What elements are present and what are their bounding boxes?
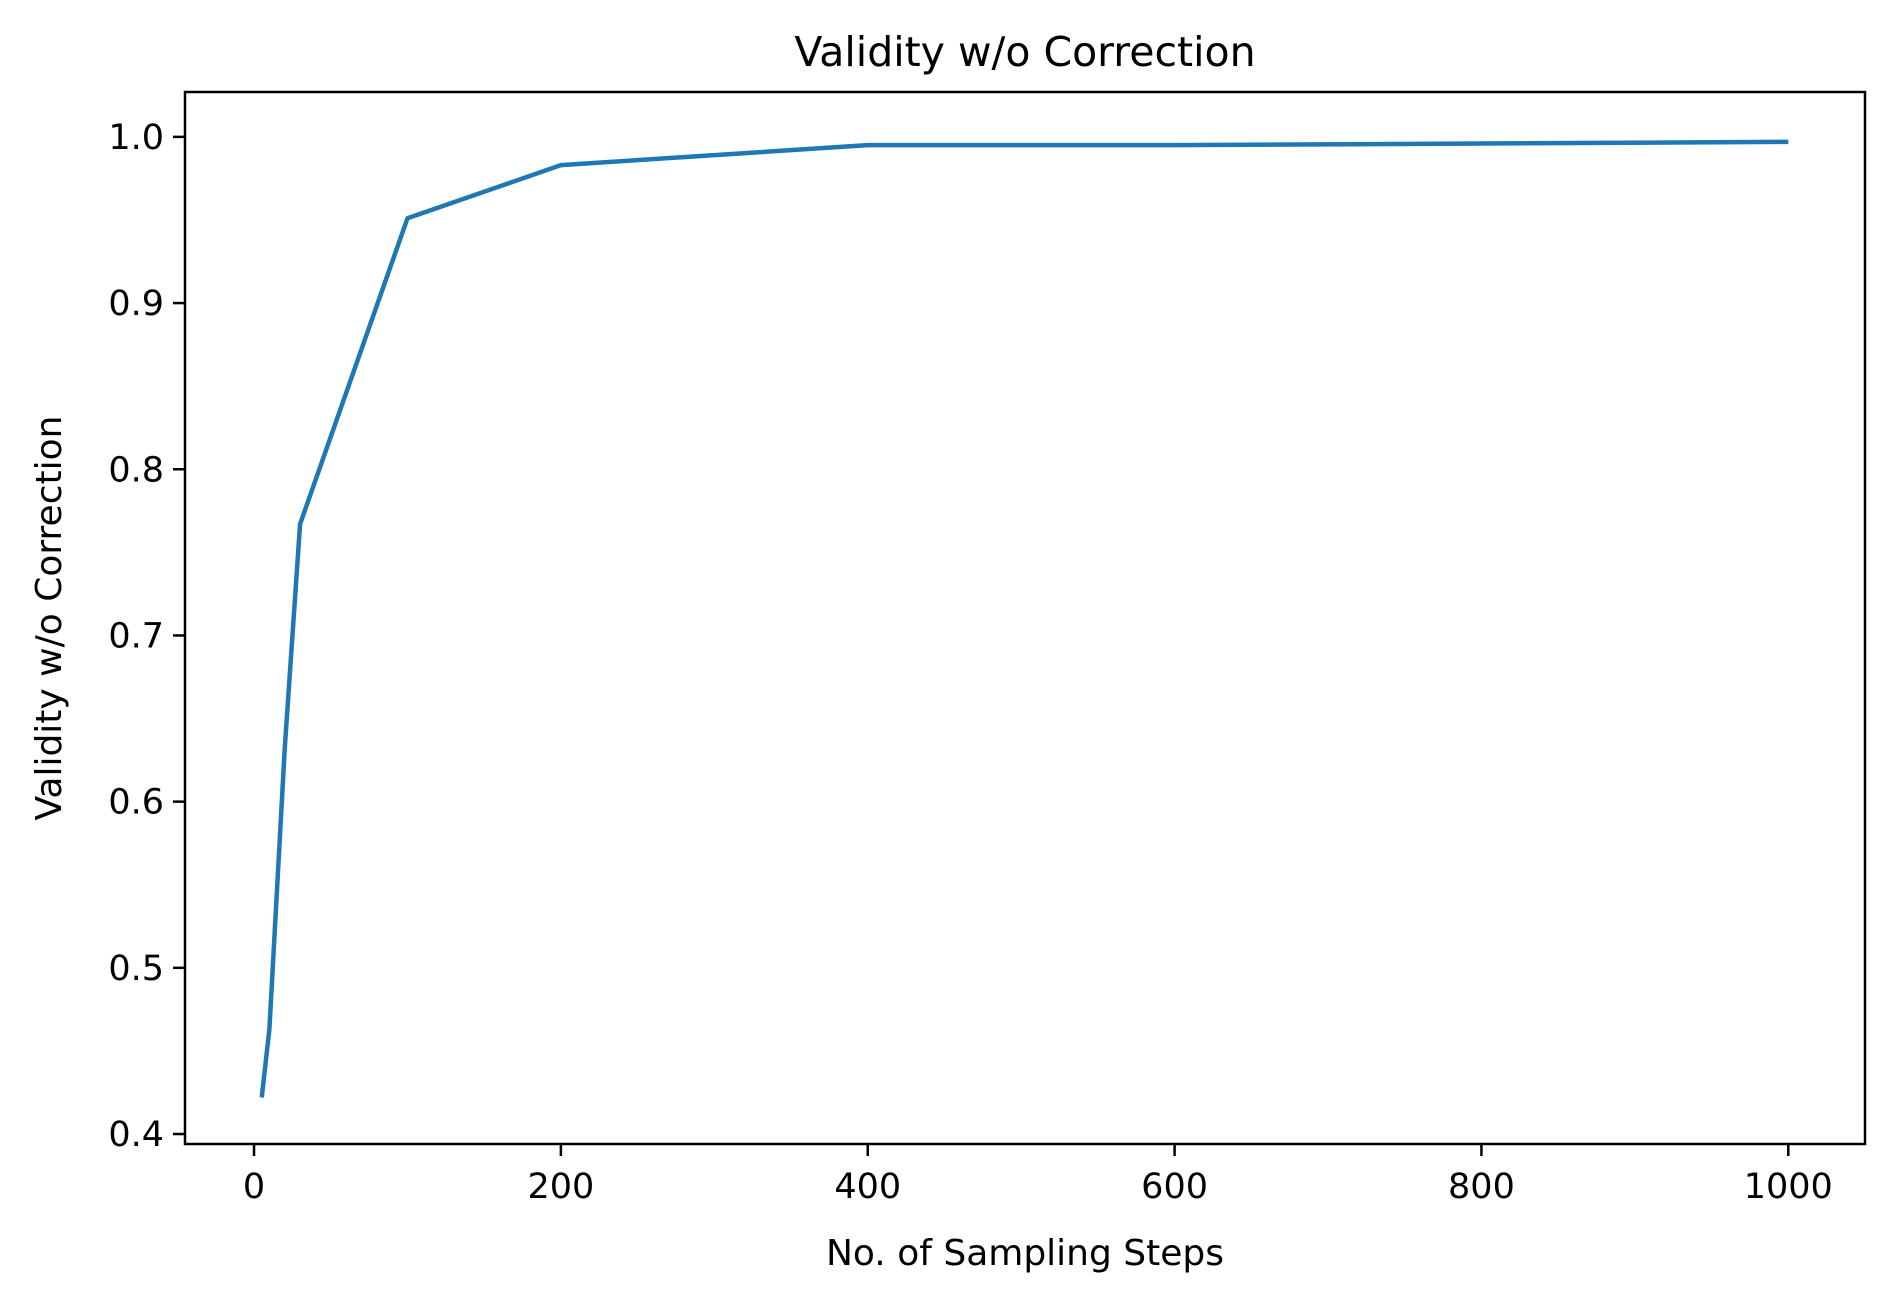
y-tick-label: 1.0 [108,118,164,158]
y-tick-label: 0.8 [108,450,164,490]
x-tick-label: 400 [834,1167,901,1207]
plot-area-frame [183,90,1867,1146]
chart-title: Validity w/o Correction [794,28,1255,76]
x-axis-ticks: 0 200 400 600 800 1000 [243,1144,1833,1207]
x-tick-label: 0 [243,1167,265,1207]
y-tick-label: 0.4 [108,1115,164,1155]
y-tick-label: 0.5 [108,949,164,989]
x-tick-label: 1000 [1744,1167,1833,1207]
y-tick-label: 0.7 [108,616,164,656]
y-axis-label: Validity w/o Correction [29,416,70,821]
x-axis-label: No. of Sampling Steps [826,1233,1224,1274]
y-tick-label: 0.6 [108,783,164,823]
y-axis-ticks: 0.4 0.5 0.6 0.7 0.8 0.9 1.0 [108,118,185,1155]
series-line [259,139,1789,1098]
x-tick-label: 800 [1448,1167,1515,1207]
x-tick-label: 200 [527,1167,594,1207]
y-tick-label: 0.9 [108,284,164,324]
x-tick-label: 600 [1141,1167,1208,1207]
series-layer [259,139,1789,1098]
